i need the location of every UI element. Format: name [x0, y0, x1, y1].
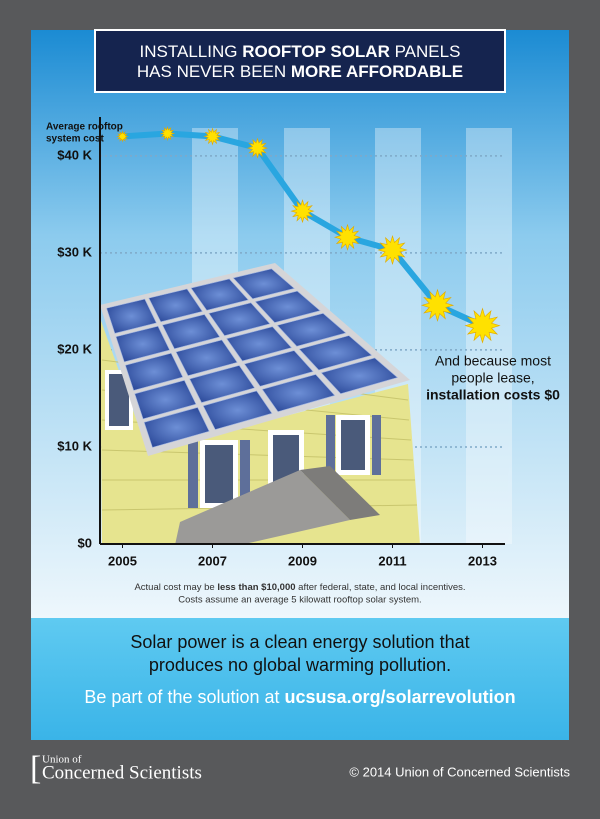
plot: $0 $10 K $20 K $30 K $40 K 2005 2007 2009 2011 20…: [57, 117, 505, 568]
window: [341, 420, 365, 470]
title-part: INSTALLING: [140, 42, 243, 61]
message-line: Solar power is a clean energy solution t…: [130, 632, 469, 652]
annotation: installation costs $0: [426, 387, 560, 403]
shutter: [240, 440, 250, 508]
sun-marker: [159, 125, 176, 142]
footnote: Costs assume an average 5 kilowatt rooft…: [178, 595, 421, 606]
x-tick-label: 2013: [468, 553, 497, 568]
call-to-action: Be part of the solution at ucsusa.org/so…: [84, 687, 515, 707]
solar-panel: [208, 302, 271, 336]
solar-panel: [148, 288, 203, 323]
solar-panel: [134, 379, 197, 420]
title-part: MORE AFFORDABLE: [291, 62, 463, 81]
annotation: And because most: [435, 353, 551, 369]
solar-panel: [124, 352, 184, 391]
header-box: [94, 29, 506, 93]
y-tick-label: $40 K: [57, 147, 92, 162]
sun-marker: [246, 137, 269, 159]
solar-panel: [276, 313, 347, 347]
shutter: [372, 415, 381, 475]
porch-roof: [300, 466, 380, 520]
shutter: [188, 440, 198, 508]
solar-panel: [261, 374, 336, 412]
y-axis-label: system cost: [46, 134, 104, 145]
y-axis-label: Average rooftop: [46, 122, 123, 133]
solar-panel: [202, 390, 273, 430]
sun-marker: [464, 307, 501, 344]
y-tick-label: $20 K: [57, 341, 92, 356]
windows: [105, 370, 381, 508]
house-illustration: [100, 263, 420, 545]
x-tick-label: 2007: [198, 553, 227, 568]
note-part: after federal, state, and local incentiv…: [296, 582, 466, 593]
solar-panel: [254, 290, 321, 323]
sun-marker: [290, 199, 315, 224]
annotation: people lease,: [451, 370, 534, 386]
solar-panel: [115, 325, 171, 363]
title-part: ROOFTOP SOLAR: [242, 42, 390, 61]
header-title: HAS NEVER BEEN MORE AFFORDABLE: [137, 62, 463, 81]
y-tick-label: $0: [78, 535, 92, 550]
solar-panel: [106, 298, 157, 334]
solar-panel: [161, 314, 221, 350]
message-panel: [31, 618, 569, 740]
window: [109, 374, 129, 426]
x-tick-label: 2009: [288, 553, 317, 568]
sun-marker: [420, 288, 455, 322]
x-tick-label: 2011: [378, 553, 406, 568]
footnote: Actual cost may be less than $10,000 aft…: [134, 582, 465, 593]
solar-panel: [298, 335, 373, 371]
logo-bracket: [: [30, 750, 41, 787]
note-part: less than $10,000: [217, 582, 295, 593]
solar-panel: [243, 350, 314, 387]
solar-panel: [226, 326, 293, 362]
solar-panel: [189, 365, 256, 403]
sun-marker: [333, 223, 362, 251]
logo-text: Union of: [42, 754, 82, 766]
sun-marker: [203, 127, 222, 146]
cta-link[interactable]: ucsusa.org/solarrevolution: [285, 687, 516, 707]
title-part: PANELS: [390, 42, 461, 61]
logo-text: Concerned Scientists: [42, 762, 202, 783]
sun-marker: [116, 130, 129, 143]
solar-panel: [143, 407, 210, 448]
solar-panel: [175, 339, 238, 377]
solar-panels: [106, 268, 399, 448]
shutter: [326, 415, 335, 475]
header-title: INSTALLING ROOFTOP SOLAR PANELS: [140, 42, 461, 61]
porch-roof: [175, 470, 350, 545]
copyright: © 2014 Union of Concerned Scientists: [349, 764, 570, 779]
note-part: Actual cost may be: [134, 582, 217, 593]
sun-marker: [377, 234, 408, 266]
solar-panel: [232, 268, 295, 300]
window: [205, 445, 233, 503]
y-tick-label: $10 K: [57, 438, 92, 453]
y-tick-label: $30 K: [57, 244, 92, 259]
x-tick-label: 2005: [108, 553, 137, 568]
solar-panel: [190, 278, 249, 311]
solar-panel: [320, 357, 399, 395]
title-part: HAS NEVER BEEN: [137, 62, 291, 81]
message-line: produces no global warming pollution.: [149, 655, 451, 675]
cta-part: Be part of the solution at: [84, 687, 284, 707]
